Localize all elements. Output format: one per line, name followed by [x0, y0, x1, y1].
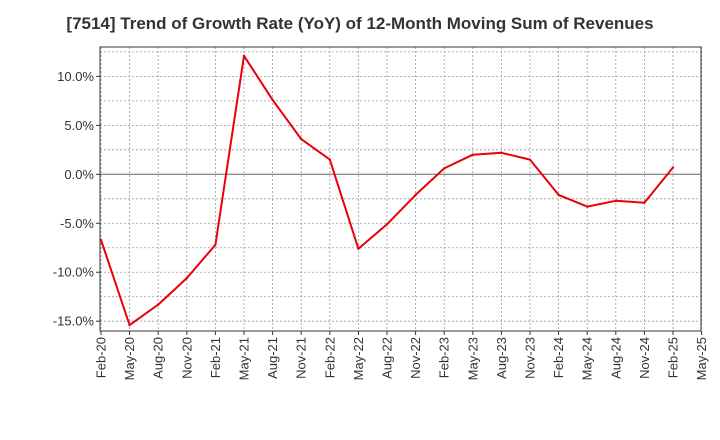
y-tick-label: 0.0%	[64, 167, 94, 182]
x-tick-label: Nov-23	[523, 337, 538, 379]
x-tick-label: Aug-24	[608, 337, 623, 379]
x-tick-label: Feb-24	[551, 337, 566, 378]
y-tick-label: 5.0%	[64, 118, 94, 133]
data-point	[671, 166, 675, 169]
x-tick-label: Aug-21	[265, 337, 280, 379]
data-point	[385, 223, 389, 226]
x-tick-label: Aug-23	[494, 337, 509, 379]
plot-area	[100, 47, 701, 331]
data-point	[99, 238, 103, 242]
data-point	[157, 303, 160, 306]
data-point	[643, 201, 646, 204]
x-tick-label: May-25	[694, 337, 709, 380]
data-point	[614, 199, 617, 202]
y-tick-label: 10.0%	[57, 69, 94, 84]
data-point	[128, 323, 131, 327]
data-point	[586, 205, 589, 208]
x-tick-label: Nov-21	[294, 337, 309, 379]
series-layer	[99, 54, 675, 327]
x-tick-label: Nov-24	[637, 337, 652, 379]
x-tick-label: Feb-23	[437, 337, 452, 378]
data-point	[242, 54, 246, 58]
data-point	[471, 153, 474, 156]
grid-layer	[100, 47, 702, 331]
x-tick-label: Aug-20	[151, 337, 166, 379]
data-point	[185, 276, 188, 280]
x-tick-label: May-23	[465, 337, 480, 380]
x-tick-label: Feb-25	[666, 337, 681, 378]
chart-title: [7514] Trend of Growth Rate (YoY) of 12-…	[66, 14, 654, 33]
data-point	[500, 151, 503, 154]
axis-layer	[96, 46, 703, 335]
data-point	[414, 193, 417, 197]
plot-frame	[99, 46, 702, 332]
y-tick-label: -15.0%	[53, 314, 95, 329]
data-point	[528, 158, 532, 161]
data-point	[271, 98, 274, 102]
y-tick-label: -10.0%	[53, 265, 95, 280]
x-tick-label: Feb-22	[322, 337, 337, 378]
x-tick-label: Nov-22	[408, 337, 423, 379]
x-tick-label: May-24	[580, 337, 595, 380]
data-point	[300, 137, 303, 141]
x-tick-label: May-20	[122, 337, 137, 380]
x-tick-label: Feb-20	[94, 337, 109, 378]
x-tick-label: Nov-20	[179, 337, 194, 379]
x-tick-label: Feb-21	[208, 337, 223, 378]
y-tick-label: -5.0%	[60, 216, 94, 231]
x-tick-label: May-22	[351, 337, 366, 380]
x-tick-label: Aug-22	[380, 337, 395, 379]
tick-label-layer: 10.0% 5.0% 0.0% -5.0% -10.0% -15.0% Feb-20 May-…	[53, 69, 709, 380]
data-point	[557, 193, 560, 197]
data-point	[443, 167, 446, 170]
data-point	[214, 243, 217, 247]
data-point	[357, 247, 360, 250]
data-point	[328, 158, 331, 161]
x-tick-label: May-21	[237, 337, 252, 380]
